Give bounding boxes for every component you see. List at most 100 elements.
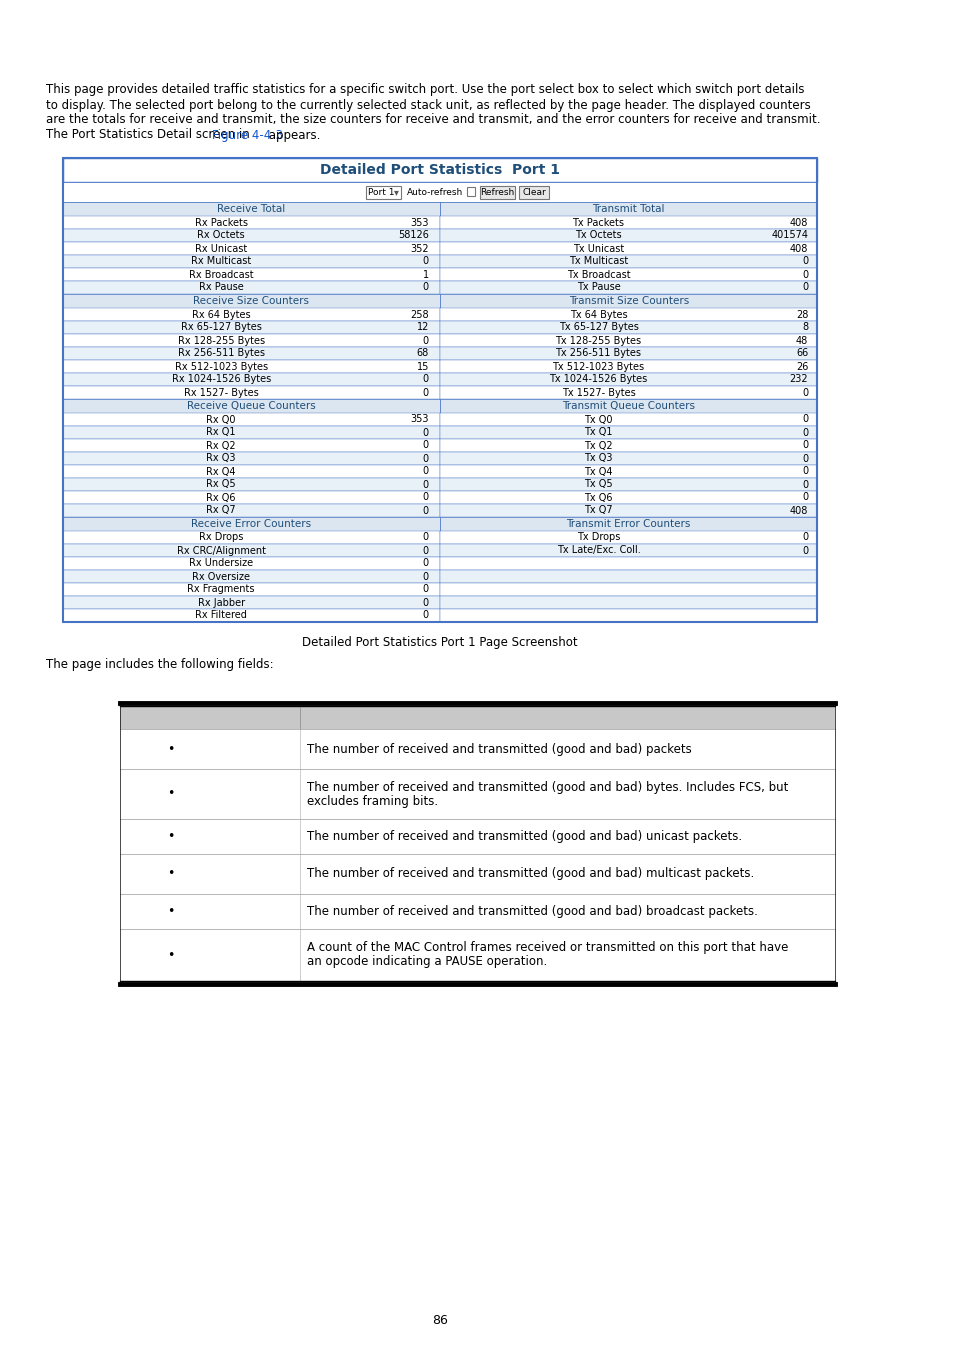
Bar	[63, 427, 439, 439]
Text: Rx Q7: Rx Q7	[206, 505, 235, 516]
Bar	[63, 216, 439, 230]
Text: •: •	[167, 904, 174, 918]
Text: Auto-refresh: Auto-refresh	[406, 188, 462, 197]
Text: Rx Q5: Rx Q5	[206, 479, 235, 490]
Text: The page includes the following fields:: The page includes the following fields:	[46, 657, 274, 671]
Text: 58126: 58126	[397, 231, 429, 240]
Text: Rx Q2: Rx Q2	[206, 440, 235, 451]
Text: •: •	[167, 949, 174, 961]
Bar	[439, 308, 817, 321]
Bar	[63, 583, 439, 595]
Text: Rx Q1: Rx Q1	[206, 428, 235, 437]
Bar	[466, 188, 475, 196]
Text: A count of the MAC Control frames received or transmitted on this port that have: A count of the MAC Control frames receiv…	[307, 941, 788, 954]
Bar	[63, 517, 439, 531]
Bar	[120, 769, 834, 819]
Bar	[439, 281, 817, 294]
Bar	[439, 544, 817, 558]
Bar	[439, 452, 817, 464]
Bar	[439, 531, 817, 544]
Bar	[439, 478, 817, 491]
Bar	[518, 186, 548, 198]
Bar	[439, 360, 817, 373]
Text: 28: 28	[795, 309, 807, 320]
Bar	[63, 373, 439, 386]
Text: excludes framing bits.: excludes framing bits.	[307, 795, 437, 807]
Text: Rx CRC/Alignment: Rx CRC/Alignment	[176, 545, 266, 555]
Text: Tx Packets: Tx Packets	[572, 217, 624, 228]
Text: 0: 0	[801, 454, 807, 463]
Bar	[63, 347, 439, 360]
Bar	[63, 558, 439, 570]
Text: Rx 1024-1526 Bytes: Rx 1024-1526 Bytes	[172, 374, 271, 385]
Text: 0: 0	[801, 532, 807, 543]
Text: Rx Filtered: Rx Filtered	[195, 610, 247, 621]
Bar	[63, 544, 439, 558]
Text: an opcode indicating a PAUSE operation.: an opcode indicating a PAUSE operation.	[307, 956, 547, 968]
Text: Tx Q4: Tx Q4	[583, 467, 612, 477]
Bar	[439, 255, 817, 269]
Bar	[439, 242, 817, 255]
Text: 353: 353	[410, 217, 429, 228]
Text: Tx Octets: Tx Octets	[575, 231, 621, 240]
Text: Tx Q5: Tx Q5	[583, 479, 612, 490]
Text: 0: 0	[422, 479, 429, 490]
Text: Rx Oversize: Rx Oversize	[192, 571, 250, 582]
Bar	[439, 230, 817, 242]
Text: 352: 352	[410, 243, 429, 254]
Text: 0: 0	[422, 610, 429, 621]
Text: This page provides detailed traffic statistics for a specific switch port. Use t: This page provides detailed traffic stat…	[46, 84, 803, 96]
Bar	[63, 281, 439, 294]
Text: Clear: Clear	[521, 188, 545, 197]
Text: Transmit Total: Transmit Total	[592, 204, 664, 215]
Text: Rx Fragments: Rx Fragments	[187, 585, 254, 594]
Text: Receive Size Counters: Receive Size Counters	[193, 296, 309, 306]
Bar	[63, 158, 817, 622]
Bar	[63, 400, 439, 413]
Bar	[439, 294, 817, 308]
Bar	[120, 729, 834, 769]
Text: •: •	[167, 830, 174, 842]
Text: 0: 0	[422, 282, 429, 293]
Text: Detailed Port Statistics Port 1 Page Screenshot: Detailed Port Statistics Port 1 Page Scr…	[302, 636, 578, 649]
Text: 0: 0	[422, 571, 429, 582]
Text: Tx Q1: Tx Q1	[583, 428, 612, 437]
Text: Tx 128-255 Bytes: Tx 128-255 Bytes	[555, 336, 641, 346]
Text: 0: 0	[801, 387, 807, 397]
Text: 0: 0	[801, 545, 807, 555]
Text: are the totals for receive and transmit, the size counters for receive and trans: are the totals for receive and transmit,…	[46, 113, 820, 127]
Bar	[439, 517, 817, 531]
Text: The Port Statistics Detail screen in: The Port Statistics Detail screen in	[46, 128, 253, 142]
Bar	[63, 439, 439, 452]
Bar	[63, 413, 439, 427]
Bar	[439, 583, 817, 595]
Text: Tx Multicast: Tx Multicast	[568, 256, 627, 266]
Text: Refresh: Refresh	[479, 188, 514, 197]
Text: 0: 0	[801, 467, 807, 477]
Text: Rx Q3: Rx Q3	[206, 454, 235, 463]
Text: 0: 0	[801, 479, 807, 490]
Text: 66: 66	[795, 348, 807, 359]
Text: The number of received and transmitted (good and bad) packets: The number of received and transmitted (…	[307, 743, 691, 756]
Text: Transmit Queue Counters: Transmit Queue Counters	[561, 401, 695, 410]
Text: 0: 0	[422, 545, 429, 555]
Text: Rx 65-127 Bytes: Rx 65-127 Bytes	[180, 323, 261, 332]
Bar	[120, 855, 834, 894]
Text: Rx Octets: Rx Octets	[197, 231, 245, 240]
Text: Rx Packets: Rx Packets	[194, 217, 248, 228]
Text: 353: 353	[410, 414, 429, 424]
Text: 0: 0	[422, 493, 429, 502]
Bar	[63, 386, 439, 400]
Text: Tx Broadcast: Tx Broadcast	[566, 270, 630, 279]
Bar	[120, 819, 834, 855]
Bar	[120, 929, 834, 981]
Text: 0: 0	[422, 374, 429, 385]
Bar	[439, 464, 817, 478]
Bar	[439, 400, 817, 413]
Text: Transmit Error Counters: Transmit Error Counters	[566, 518, 690, 529]
Bar	[63, 609, 439, 622]
Bar	[63, 491, 439, 504]
Bar	[439, 439, 817, 452]
Text: Receive Queue Counters: Receive Queue Counters	[187, 401, 315, 410]
Bar	[366, 186, 401, 198]
